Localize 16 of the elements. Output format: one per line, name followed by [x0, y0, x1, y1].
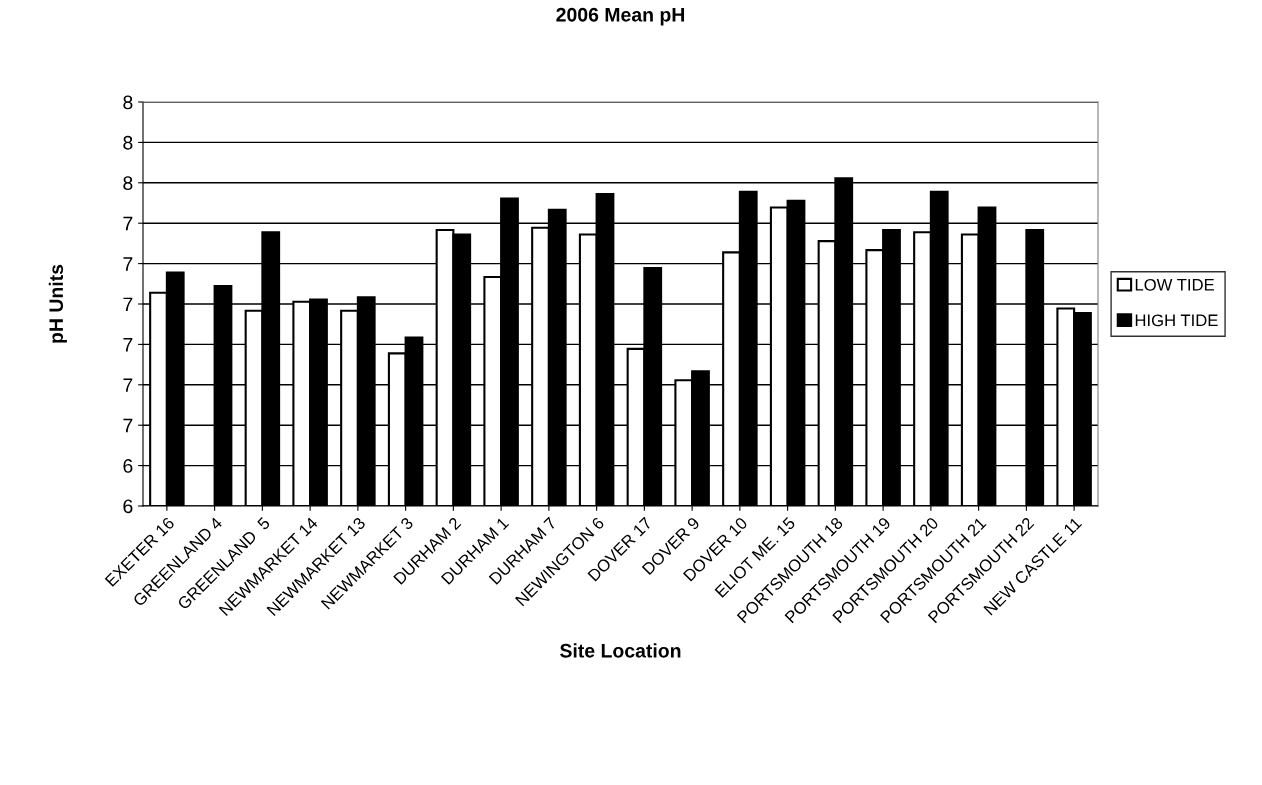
y-tick-label: 8	[123, 176, 133, 191]
legend-label: HIGH TIDE	[1135, 314, 1218, 327]
y-tick-label: 7	[123, 297, 133, 312]
y-tick-label: 7	[123, 378, 133, 392]
y-tick-label: 7	[123, 418, 133, 433]
chart-title: 2006 Mean pH	[556, 7, 685, 26]
y-tick-label: 6	[123, 459, 133, 473]
y-tick-label: 8	[123, 95, 133, 110]
y-tick-label: 7	[123, 257, 133, 271]
y-axis-title: pH Units	[48, 264, 67, 343]
y-tick-label: 6	[123, 499, 133, 514]
legend-label: LOW TIDE	[1135, 278, 1214, 291]
x-axis-title: Site Location	[560, 643, 681, 658]
y-tick-label: 7	[123, 216, 133, 231]
y-tick-label: 7	[123, 338, 133, 352]
y-tick-label: 8	[123, 135, 133, 150]
